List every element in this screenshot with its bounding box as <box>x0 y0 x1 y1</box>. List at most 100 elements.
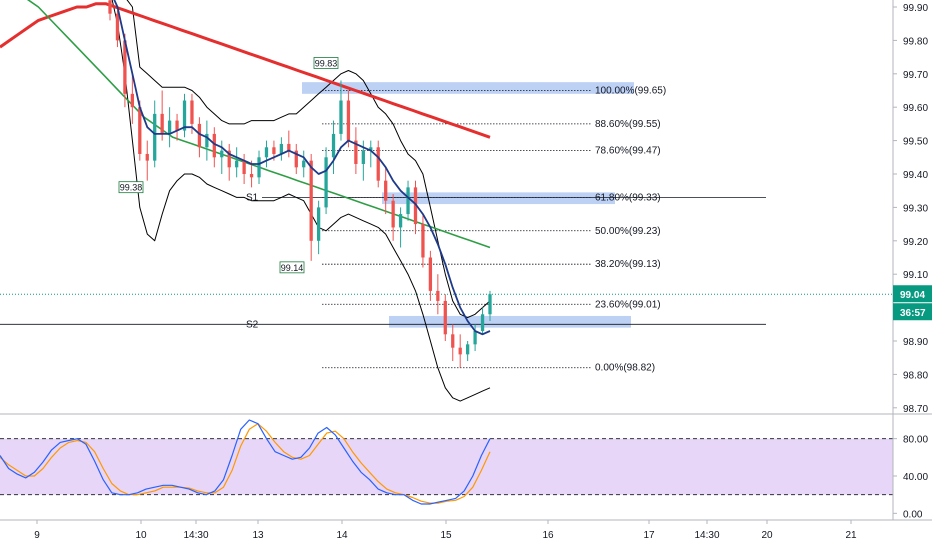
candle-body <box>428 257 433 291</box>
candle-body <box>279 143 284 154</box>
stochastic-band-fill <box>0 438 893 495</box>
candle-body <box>153 113 157 161</box>
price-tick-label: 99.30 <box>903 203 928 214</box>
candle-body <box>167 120 172 134</box>
price-tick-label: 99.40 <box>903 170 928 181</box>
candle-body <box>480 314 485 331</box>
price-tick-label: 98.70 <box>903 404 928 415</box>
candle-body <box>123 40 127 94</box>
fib-zone <box>389 315 631 328</box>
time-tick-label: 14:30 <box>694 530 719 541</box>
stochastic-tick-label: 80.00 <box>903 435 928 446</box>
candle-body <box>309 160 313 241</box>
pivot-label: S2 <box>246 319 259 330</box>
time-tick-label: 14 <box>336 530 348 541</box>
candle-body <box>324 157 328 208</box>
candle-body <box>316 207 321 241</box>
pivot-label: S1 <box>246 192 259 203</box>
candle-body <box>421 224 425 258</box>
fib-level-label: 50.00%(99.23) <box>595 226 661 237</box>
candle-body <box>257 157 261 178</box>
time-tick-label: 15 <box>440 530 452 541</box>
swing-label: 99.14 <box>281 263 304 273</box>
time-tick-label: 17 <box>643 530 655 541</box>
stochastic-pane[interactable] <box>0 419 893 505</box>
swing-label-box <box>279 261 305 274</box>
candle-body <box>212 133 216 158</box>
time-tick-label: 16 <box>542 530 554 541</box>
candle-body <box>443 300 447 335</box>
candle-body <box>138 107 142 154</box>
candle-body <box>242 160 246 174</box>
candle-body <box>272 147 276 154</box>
fib-level-label: 23.60%(99.01) <box>595 299 661 310</box>
candle-body <box>220 150 224 158</box>
fib-level-label: 38.20%(99.13) <box>595 259 661 270</box>
fib-level-label: 88.60%(99.55) <box>595 119 661 130</box>
countdown-tag <box>893 303 932 321</box>
price-tick-label: 99.90 <box>903 3 928 14</box>
price-tick-label: 99.60 <box>903 103 928 114</box>
candle-body <box>354 140 358 164</box>
price-tick-label: 98.90 <box>903 337 928 348</box>
current-price-tag <box>893 285 932 303</box>
bollinger-lower-line <box>111 0 491 402</box>
candle-body <box>384 180 388 201</box>
fib-level-label: 61.80%(99.33) <box>595 192 661 203</box>
candle-body <box>391 200 395 228</box>
candle-body <box>339 100 343 134</box>
candle-body <box>413 187 418 225</box>
candle-body <box>294 150 298 168</box>
swing-label: 99.38 <box>120 183 143 193</box>
candle-body <box>466 344 470 355</box>
price-tick-label: 99.70 <box>903 70 928 81</box>
price-tick-label: 99.80 <box>903 36 928 47</box>
stochastic-tick-label: 40.00 <box>903 472 928 483</box>
candle-body <box>451 334 455 348</box>
candle-body <box>264 147 269 158</box>
candle-body <box>108 0 112 14</box>
stochastic-tick-label: 0.00 <box>903 509 923 520</box>
price-scale[interactable]: 99.90 99.80 99.70 99.60 99.50 99.40 99.30 99.20… <box>893 3 932 415</box>
fib-zone <box>382 192 615 205</box>
countdown-tag-label: 36:57 <box>900 308 926 319</box>
candle-body <box>160 113 164 134</box>
bollinger-upper-line <box>126 0 491 319</box>
time-tick-label: 10 <box>135 530 147 541</box>
candle-body <box>197 123 202 148</box>
fib-zone <box>302 82 634 94</box>
swing-label: 99.83 <box>315 58 338 68</box>
candle-body <box>302 160 306 168</box>
candle-body <box>346 100 351 141</box>
fib-level-label: 78.60%(99.47) <box>595 146 661 157</box>
candle-body <box>436 290 440 301</box>
candle-body <box>130 93 134 108</box>
candle-body <box>361 150 365 164</box>
time-tick-label: 14:30 <box>183 530 208 541</box>
candle-body <box>190 100 194 124</box>
candle-body <box>145 153 149 161</box>
candle-body <box>376 147 380 181</box>
time-tick-label: 9 <box>34 530 40 541</box>
fib-level-label: 100.00%(99.65) <box>595 86 666 97</box>
stochastic-scale[interactable]: 80.00 40.00 0.00 <box>893 435 928 521</box>
candle-body <box>398 214 403 228</box>
price-tick-label: 99.10 <box>903 270 928 281</box>
swing-label-box <box>313 57 339 69</box>
candle-body <box>205 133 209 148</box>
time-tick-label: 13 <box>252 530 264 541</box>
candle-body <box>235 160 239 168</box>
candle-body <box>287 143 291 151</box>
candle-body <box>249 174 254 178</box>
candle-body <box>488 294 492 315</box>
candle-body <box>458 347 462 355</box>
time-tick-label: 21 <box>845 530 857 541</box>
moving-average-line <box>113 0 491 336</box>
candle-body <box>473 330 477 345</box>
time-scale[interactable]: 9 10 14:30 13 14 15 16 17 14:30 20 21 <box>34 520 857 541</box>
moving-average-line <box>0 2 491 139</box>
price-tick-label: 99.20 <box>903 237 928 248</box>
price-pane[interactable]: 100.00%(99.65) 88.60%(99.55) 78.60%(99.47)… <box>0 0 893 402</box>
candle-body <box>175 120 179 131</box>
